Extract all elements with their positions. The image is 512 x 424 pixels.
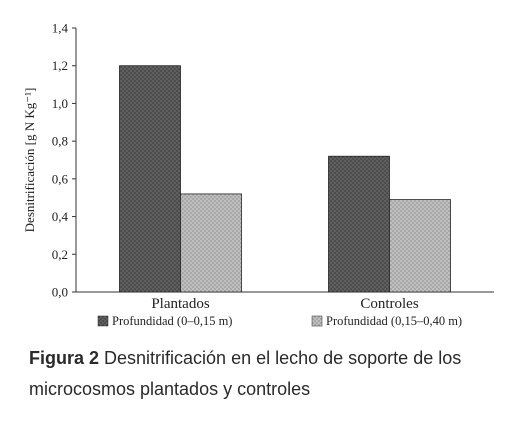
x-category-label: Plantados [151, 296, 209, 312]
legend-swatch-1 [97, 315, 109, 327]
legend-label-2: Profundidad (0,15–0,40 m) [326, 314, 462, 328]
y-tick-label: 1,4 [52, 21, 69, 36]
y-tick-label: 0,0 [52, 285, 68, 300]
y-ticks: 0,0 0,2 0,4 0,6 0,8 1,0 1,2 1,4 [52, 21, 76, 300]
bars [119, 65, 451, 293]
legend-item-1: Profundidad (0–0,15 m) [97, 314, 232, 328]
y-tick-label: 0,8 [52, 134, 68, 149]
y-tick-label: 0,2 [52, 247, 68, 262]
figure-caption-text: Desnitrificación en el lecho de soporte … [29, 348, 462, 399]
y-tick-label: 0,4 [52, 209, 69, 224]
x-category-labels: Plantados Controles [151, 296, 418, 312]
bar-controles-series-1 [328, 155, 390, 293]
figure-label: Figura 2 [29, 348, 100, 368]
bar-plantados-series-1 [119, 65, 181, 293]
legend-label-1: Profundidad (0–0,15 m) [112, 314, 232, 328]
y-tick-label: 1,2 [52, 58, 68, 73]
y-tick-label: 1,0 [52, 96, 68, 111]
chart: 0,0 0,2 0,4 0,6 0,8 1,0 1,2 1,4 Plantados Contro… [22, 21, 494, 328]
y-axis-label: Desnitrificación [g N Kg⁻¹] [22, 88, 37, 233]
legend-item-2: Profundidad (0,15–0,40 m) [311, 314, 462, 328]
bar-controles-series-2 [389, 199, 451, 293]
y-tick-label: 0,6 [52, 171, 69, 186]
legend: Profundidad (0–0,15 m) Profundidad (0,15… [97, 314, 462, 328]
x-category-label: Controles [360, 296, 418, 312]
bar-plantados-series-2 [180, 193, 242, 293]
legend-swatch-2 [311, 315, 323, 327]
figure-caption: Figura 2 Desnitrificación en el lecho de… [29, 343, 504, 405]
